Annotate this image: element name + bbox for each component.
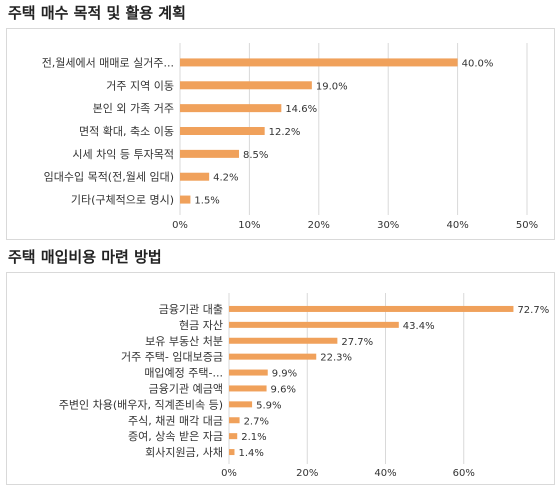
chart-2-category-label: 증여, 상속 받은 자금 (128, 430, 223, 443)
chart-2-value-label: 72.7% (517, 305, 549, 316)
chart-1-category-label: 임대수입 목적(전,월세 임대) (44, 171, 174, 184)
chart-1-value-label: 4.2% (213, 173, 238, 184)
chart-2-svg: 0% 20% 40% 60% 금융기관 대출 72.7% 현금 자산 43.4% 보유 부동산 … (59, 293, 549, 479)
chart-2-bar (229, 369, 268, 376)
chart-2-bar (229, 401, 253, 408)
chart-1-tick-label: 30% (377, 220, 399, 231)
chart-1-bar (180, 104, 282, 113)
chart-1-tick-label: 50% (516, 220, 538, 231)
chart-1-svg: 0% 10% 20% 30% 40% 50% 전,월세에서 매매로 실거주... 40.0% 거… (42, 43, 538, 231)
chart-2-value-label: 27.7% (341, 337, 373, 348)
chart-2-bar (229, 385, 267, 392)
chart-2-value-label: 5.9% (256, 400, 281, 411)
chart-2-bar (229, 353, 317, 360)
chart-1-tick-label: 0% (172, 220, 188, 231)
chart-1-panel: 0% 10% 20% 30% 40% 50% 전,월세에서 매매로 실거주... 40.0% 거… (6, 28, 555, 240)
chart-2-tick-label: 20% (296, 468, 318, 479)
chart-1-value-label: 1.5% (194, 196, 219, 207)
chart-2-category-label: 거주 주택- 임대보증금 (121, 351, 223, 364)
chart-1-value-label: 19.0% (316, 81, 348, 92)
chart-2-value-label: 2.1% (241, 432, 266, 443)
chart-1-title: 주택 매수 목적 및 활용 계획 (8, 4, 186, 22)
chart-2-category-label: 매입예정 주택-... (144, 367, 223, 380)
chart-2-value-label: 9.9% (272, 369, 297, 380)
chart-2-category-label: 현금 자산 (179, 319, 223, 332)
chart-2-category-label: 금융기관 대출 (159, 303, 223, 316)
chart-1-category-label: 거주 지역 이동 (106, 79, 174, 92)
chart-1-category-label: 본인 외 가족 거주 (93, 102, 174, 115)
chart-2-bar (229, 337, 338, 344)
chart-2-value-label: 2.7% (244, 416, 269, 427)
chart-2-bar (229, 321, 399, 328)
chart-2-category-label: 회사지원금, 사채 (145, 446, 223, 459)
chart-2-category-label: 주변인 차용(배우자, 직계존비속 등) (59, 398, 223, 411)
chart-2-tick-label: 0% (221, 468, 237, 479)
chart-2-value-label: 43.4% (403, 321, 435, 332)
chart-1-bar (180, 81, 312, 90)
chart-1-value-label: 14.6% (285, 104, 317, 115)
chart-2-bar (229, 449, 235, 456)
chart-1-bar (180, 58, 458, 67)
chart-1-category-label: 면적 확대, 축소 이동 (79, 125, 174, 138)
chart-2-value-label: 22.3% (320, 353, 352, 364)
chart-1-tick-label: 10% (238, 220, 260, 231)
chart-2-value-label: 1.4% (238, 448, 263, 459)
chart-2-title: 주택 매입비용 마련 방법 (8, 248, 162, 266)
chart-2-value-label: 9.6% (271, 384, 296, 395)
chart-1-tick-label: 20% (308, 220, 330, 231)
chart-1-value-label: 40.0% (462, 58, 494, 69)
chart-1-bar (180, 172, 210, 181)
chart-1-category-label: 시세 차익 등 투자목적 (72, 148, 174, 161)
chart-2-bar (229, 305, 514, 312)
chart-1-value-label: 12.2% (269, 127, 301, 138)
chart-1-bar (180, 195, 191, 204)
chart-2-bar (229, 417, 240, 424)
chart-1-tick-label: 40% (446, 220, 468, 231)
chart-2-tick-label: 60% (453, 468, 475, 479)
chart-2-category-label: 금융기관 예금액 (149, 382, 223, 395)
chart-2-bar (229, 433, 238, 440)
chart-2-tick-label: 40% (374, 468, 396, 479)
chart-1-bar (180, 127, 265, 135)
chart-1-value-label: 8.5% (243, 150, 268, 161)
chart-2-category-label: 주식, 채권 매각 대금 (128, 414, 223, 427)
chart-1-category-label: 기타(구체적으로 명시) (71, 194, 174, 207)
chart-2-category-label: 보유 부동산 처분 (145, 335, 223, 348)
chart-1-bar (180, 149, 239, 158)
chart-2-panel: 0% 20% 40% 60% 금융기관 대출 72.7% 현금 자산 43.4% 보유 부동산 … (6, 272, 555, 485)
chart-1-category-label: 전,월세에서 매매로 실거주... (42, 56, 174, 69)
